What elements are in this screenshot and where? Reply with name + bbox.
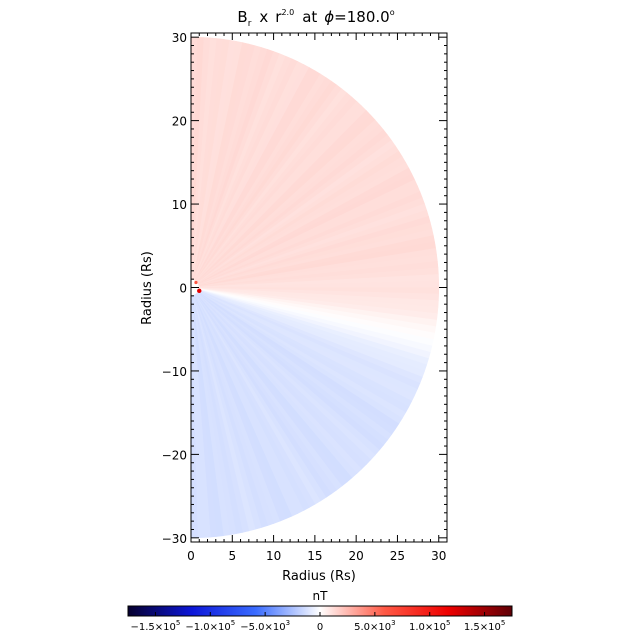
x-tick-label: 10	[266, 549, 281, 563]
y-axis-label: Radius (Rs)	[140, 251, 155, 325]
y-axis-ticks: −30 −20 −10 0 10 20 30	[162, 31, 447, 546]
y-tick-label: −30	[162, 532, 187, 546]
colorbar-tick-label: −1.0×105	[185, 619, 235, 633]
field-heatmap	[190, 36, 440, 539]
x-tick-label: 0	[187, 549, 195, 563]
colorbar-tick-label: 1.0×105	[409, 619, 450, 633]
y-tick-label: −10	[162, 365, 187, 379]
colorbar-tick-label: 5.0×103	[354, 619, 395, 633]
chart-title: Br x r2.0 at ϕ=180.0o	[237, 8, 394, 29]
colorbar-tick-label: 0	[317, 622, 323, 633]
colorbar-tick-label: −1.5×105	[130, 619, 180, 633]
x-tick-label: 25	[390, 549, 405, 563]
colorbar-ticks: −1.5×105 −1.0×105 −5.0×103 0 5.0×103 1.0×105 1…	[130, 612, 505, 633]
colorbar-tick-label: 1.5×105	[464, 619, 505, 633]
inner-boundary-hotspot	[194, 280, 198, 285]
x-axis-label: Radius (Rs)	[282, 569, 356, 584]
colorbar-label: nT	[313, 589, 329, 603]
colorbar-tick-label: −5.0×103	[240, 619, 290, 633]
x-tick-label: 30	[431, 549, 446, 563]
x-axis-ticks: 0 5 10 15 20 25 30	[187, 33, 448, 563]
y-tick-label: −20	[162, 448, 187, 462]
inner-boundary-hotspot	[197, 288, 202, 294]
y-tick-label: 30	[172, 31, 187, 45]
x-tick-label: 20	[349, 549, 364, 563]
x-tick-label: 5	[228, 549, 236, 563]
y-tick-label: 20	[172, 115, 187, 129]
y-tick-label: 10	[172, 198, 187, 212]
y-tick-label: 0	[179, 282, 187, 296]
x-tick-label: 15	[307, 549, 322, 563]
